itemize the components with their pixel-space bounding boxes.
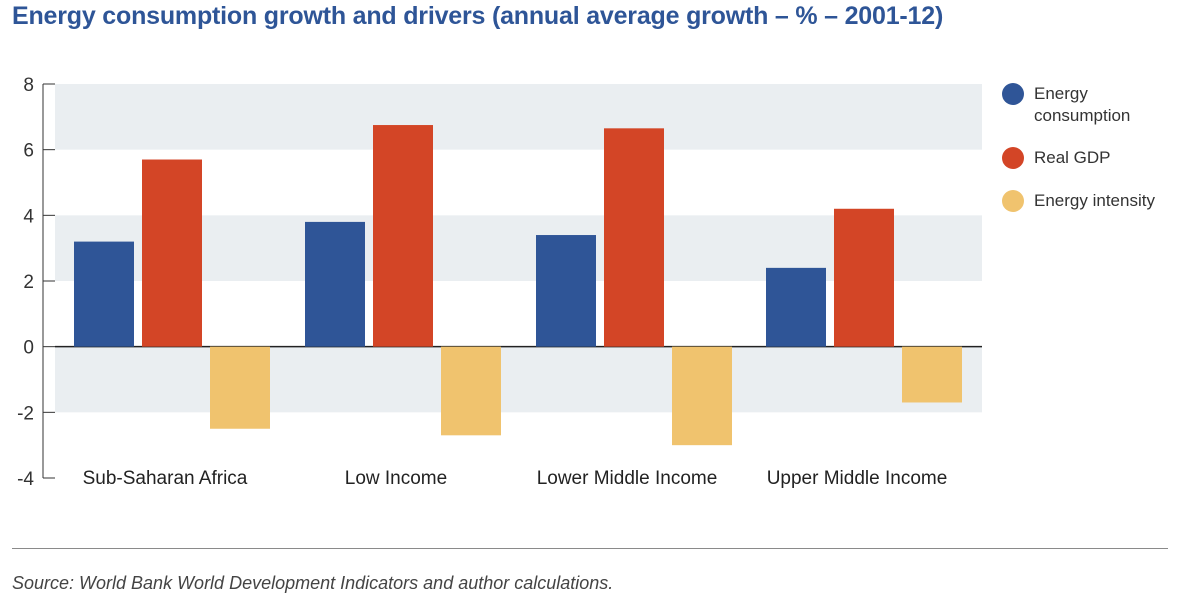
bar-real-gdp [604, 128, 664, 347]
bar-real-gdp [142, 159, 202, 347]
bar-energy-consumption [74, 241, 134, 347]
bar-energy-consumption [766, 267, 826, 347]
y-tick-label: 0 [23, 338, 34, 359]
bar-energy-consumption [536, 235, 596, 347]
bar-real-gdp [834, 208, 894, 347]
category-label: Sub-Saharan Africa [83, 468, 248, 489]
grid-band [55, 215, 982, 281]
y-tick-label: 6 [23, 141, 34, 162]
y-axis: 8 6 4 2 0 -2 -4 [17, 75, 982, 490]
y-tick-label: 8 [23, 75, 34, 96]
chart-title: Energy consumption growth and drivers (a… [12, 2, 944, 30]
grid-bands [55, 84, 982, 413]
grid-band [55, 346, 982, 413]
grid-band [55, 84, 982, 150]
category-labels: Sub-Saharan Africa Low Income Lower Middle… [83, 468, 948, 489]
y-tick-label: 2 [23, 272, 34, 293]
legend-swatch-energy-consumption [1002, 83, 1024, 105]
category-label: Lower Middle Income [537, 468, 718, 489]
divider [12, 548, 1168, 549]
bar-energy-consumption [305, 221, 365, 347]
legend-swatch-energy-intensity [1002, 190, 1024, 212]
bar-energy-intensity [902, 346, 962, 403]
bar-energy-intensity [672, 346, 732, 446]
bar-energy-intensity [210, 346, 270, 429]
y-tick-label: 4 [23, 206, 34, 227]
legend-label-energy-intensity: Energy intensity [1034, 191, 1155, 210]
category-label: Upper Middle Income [767, 468, 948, 489]
legend-swatch-real-gdp [1002, 147, 1024, 169]
bars [74, 125, 962, 446]
category-label: Low Income [345, 468, 447, 489]
bar-energy-intensity [441, 346, 501, 436]
bar-real-gdp [373, 125, 433, 347]
legend-label-real-gdp: Real GDP [1034, 148, 1111, 167]
y-tick-label: -2 [17, 403, 34, 424]
bar-chart: 8 6 4 2 0 -2 -4 Sub-Saharan Africa Low Income Lo… [17, 75, 982, 490]
legend-label-energy-consumption: Energy consumption [1034, 84, 1131, 125]
source-note: Source: World Bank World Development Ind… [12, 573, 614, 593]
y-tick-label: -4 [17, 469, 34, 490]
